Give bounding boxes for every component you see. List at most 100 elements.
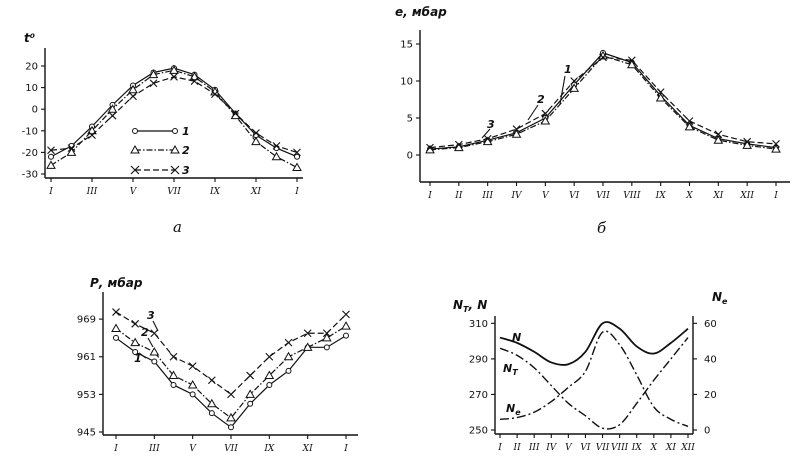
x-tick-label: V xyxy=(189,444,197,454)
series-3 xyxy=(112,308,350,399)
data-point xyxy=(264,370,275,380)
x-tick-label: IX xyxy=(209,187,221,197)
data-point xyxy=(190,77,199,86)
x-tick-label: VI xyxy=(569,191,579,201)
data-point xyxy=(227,390,235,399)
data-point xyxy=(226,412,236,422)
x-tick-label: IV xyxy=(510,191,523,201)
series-2 xyxy=(111,321,351,422)
data-point xyxy=(685,117,694,125)
data-point xyxy=(627,56,636,65)
x-tick-label: XI xyxy=(302,444,313,454)
x-tick-label: I xyxy=(113,444,118,454)
data-point xyxy=(251,136,261,146)
data-point xyxy=(742,140,753,149)
x-tick-label: III xyxy=(86,187,98,197)
data-point xyxy=(512,125,521,133)
legend-marker-2 xyxy=(130,144,140,154)
data-point xyxy=(150,329,159,338)
chart-d-label-Ne: Ne xyxy=(506,402,521,417)
data-point xyxy=(265,352,274,361)
x-tick-label: II xyxy=(513,443,522,453)
x-tick-label: VII xyxy=(224,444,238,454)
data-point xyxy=(626,59,637,69)
series-line-N_e xyxy=(499,330,689,428)
x-tick-label: XI xyxy=(665,443,676,453)
series-line-2 xyxy=(115,325,347,419)
data-point xyxy=(207,376,216,385)
chart-d-ylabel-right: Ne xyxy=(712,290,728,306)
data-point xyxy=(170,381,177,388)
x-tick-label: I xyxy=(294,187,299,197)
data-point xyxy=(540,115,551,125)
data-point xyxy=(511,129,522,138)
data-point xyxy=(107,104,118,113)
data-point xyxy=(285,367,292,374)
y-tick-label: 10 xyxy=(400,77,413,88)
x-tick-label: I xyxy=(497,443,502,453)
data-point xyxy=(570,77,579,85)
data-point xyxy=(132,349,139,356)
data-point xyxy=(541,109,550,118)
chart-b-annotations: 1 2 3 xyxy=(481,63,572,139)
y-tick-label: -10 xyxy=(22,126,38,137)
chart-b-annotation-1: 1 xyxy=(564,63,572,76)
data-point xyxy=(284,338,293,347)
x-tick-label: I xyxy=(343,444,348,454)
y-tick-label: 945 xyxy=(77,428,96,439)
y-tick-label: -30 xyxy=(22,170,38,181)
data-point xyxy=(228,424,234,431)
chart-d-curve-labels: N NT Ne xyxy=(503,331,521,417)
series-2 xyxy=(425,50,781,154)
data-point xyxy=(292,162,302,172)
x-tick-label: V xyxy=(542,191,550,201)
data-point xyxy=(426,143,434,152)
data-point xyxy=(148,69,159,79)
chart-a-ylabel: t⁰ xyxy=(24,31,36,45)
data-point xyxy=(569,83,580,92)
y-tick-label: 0 xyxy=(32,105,38,116)
data-point xyxy=(343,332,349,339)
data-point xyxy=(169,352,178,361)
data-point xyxy=(112,308,120,316)
y-tick-label: 20 xyxy=(25,62,38,73)
chart-b-ylabel: е, мбар xyxy=(395,5,447,19)
chart-d-ylabel-left: NT, N xyxy=(453,298,487,314)
x-tick-label: XII xyxy=(680,443,695,453)
y-tick-label: 0 xyxy=(407,151,413,162)
x-tick-label: II xyxy=(454,191,463,201)
legend-label-2: 2 xyxy=(182,144,190,157)
data-point xyxy=(169,65,179,74)
data-point xyxy=(272,142,281,150)
chart-c-ylabel: Р, мбар xyxy=(90,276,143,290)
y-tick-label-right: 40 xyxy=(704,354,717,365)
data-point xyxy=(271,151,282,161)
data-point xyxy=(743,137,752,146)
x-tick-label: IX xyxy=(655,191,667,201)
data-point xyxy=(211,90,219,98)
legend-marker-3 xyxy=(130,165,140,175)
data-point xyxy=(302,342,313,351)
x-tick-label: VII xyxy=(596,191,610,201)
y-tick-label: 969 xyxy=(77,315,96,326)
data-point xyxy=(108,111,117,120)
y-tick-label: 5 xyxy=(407,114,413,125)
legend-label-1: 1 xyxy=(182,125,190,138)
y-tick-label-right: 60 xyxy=(704,319,717,330)
data-point xyxy=(283,351,294,361)
data-point xyxy=(66,147,77,156)
x-tick-label: VIII xyxy=(623,191,641,201)
data-point xyxy=(323,344,330,351)
chart-d-label-N: N xyxy=(512,331,521,344)
legend-label-3: 3 xyxy=(182,164,190,177)
data-point xyxy=(189,391,196,398)
data-point xyxy=(321,332,332,342)
data-point xyxy=(454,140,463,149)
chart-a-legend: 1 2 3 xyxy=(130,125,190,177)
data-point xyxy=(246,371,255,380)
data-point xyxy=(189,71,200,81)
